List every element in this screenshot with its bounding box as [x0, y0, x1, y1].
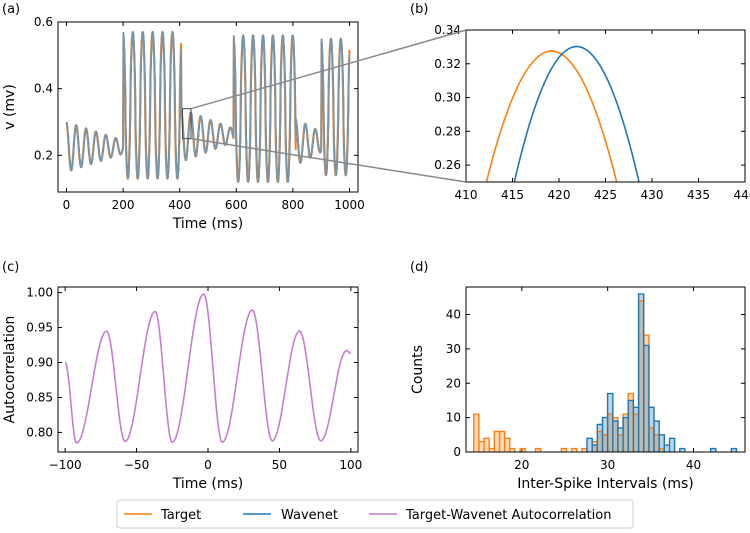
panel-d-wavenet-bar: [587, 438, 592, 452]
panel-b-xtick-label: 415: [501, 188, 524, 202]
panel-d-wavenet-bar: [623, 418, 628, 452]
panel-b-ytick-label: 0.30: [434, 91, 461, 105]
panel-b-xtick-label: 435: [687, 188, 710, 202]
panel-a-xlabel: Time (ms): [172, 216, 244, 232]
panel-d-wavenet-bar: [659, 435, 664, 452]
panel-c-xtick-label: 100: [339, 458, 362, 472]
panel-c-autocorrelation: −100 −50 0 50 100 0.80 0.85 0.90 0.95 1.00 Time (m…: [2, 286, 362, 492]
panel-a-xtick-label: 600: [225, 198, 248, 212]
panel-d-bars: [474, 294, 737, 452]
panel-d-ylabel: Counts: [410, 345, 426, 394]
panel-a-ytick-label: 0.4: [34, 82, 53, 96]
panel-c-xtick-label: 50: [272, 458, 287, 472]
panel-c-ytick-label: 1.00: [26, 286, 53, 300]
legend: Target Wavenet Target-Wavenet Autocorrel…: [117, 500, 633, 528]
panel-b-wavenet-curve: [505, 47, 648, 226]
panel-label-d: (d): [410, 260, 428, 275]
panel-d-wavenet-bar: [608, 394, 613, 452]
panel-c-xtick-label: −100: [49, 458, 82, 472]
legend-wavenet-label: Wavenet: [281, 508, 338, 523]
panel-label-b: (b): [410, 2, 428, 17]
panel-a-frame: [58, 22, 358, 192]
panel-b-xtick-label: 440: [734, 188, 750, 202]
panel-d-ytick-label: 30: [446, 342, 461, 356]
panel-a-wavenet-line: [67, 32, 350, 182]
panel-a-xtick-label: 800: [281, 198, 304, 212]
panel-d-target-bar: [505, 438, 510, 452]
panel-c-ytick-label: 0.95: [26, 321, 53, 335]
panel-c-ytick-label: 0.90: [26, 356, 53, 370]
panel-d-wavenet-bar: [628, 400, 633, 452]
panel-b-xtick-label: 425: [594, 188, 617, 202]
panel-d-wavenet-bar: [649, 407, 654, 452]
panel-d-wavenet-bar: [639, 294, 644, 452]
panel-a-ytick-label: 0.6: [34, 15, 53, 29]
panel-b-frame: [466, 30, 745, 182]
panel-d-isi-histogram: 20 30 40 0 10 20 30 40 Inter-Spike Intervals (ms…: [410, 287, 745, 492]
panel-a-xtick-label: 200: [112, 198, 135, 212]
legend-autocorr-label: Target-Wavenet Autocorrelation: [405, 508, 611, 523]
panel-label-a: (a): [2, 2, 20, 17]
panel-d-target-bar: [494, 431, 499, 452]
panel-d-wavenet-bar: [618, 428, 623, 452]
panel-b-xtick-label: 410: [455, 188, 478, 202]
panel-b-zoom: 4104154204254304354400.260.280.300.320.3…: [434, 23, 750, 225]
panel-c-ylabel: Autocorrelation: [2, 316, 18, 424]
panel-d-ytick-label: 0: [453, 445, 461, 459]
panel-b-ytick-label: 0.28: [434, 124, 461, 138]
panel-a-ytick-label: 0.2: [34, 148, 53, 162]
panel-a-xtick-label: 1000: [334, 198, 365, 212]
panel-b-ytick-label: 0.32: [434, 57, 461, 71]
panel-c-ytick-label: 0.80: [26, 425, 53, 439]
panel-d-wavenet-bar: [654, 421, 659, 452]
panel-d-target-bar: [479, 442, 484, 452]
panel-d-ytick-label: 40: [446, 308, 461, 322]
panel-d-ytick-label: 20: [446, 376, 461, 390]
panel-c-xtick-label: 0: [204, 458, 212, 472]
panel-a-overlap-line: [67, 32, 350, 182]
panel-d-wavenet-bar: [669, 438, 674, 452]
panel-b-xtick-label: 430: [641, 188, 664, 202]
panel-d-xlabel: Inter-Spike Intervals (ms): [517, 476, 694, 492]
panel-c-xtick-label: −50: [124, 458, 149, 472]
panel-d-target-bar: [484, 438, 489, 452]
panel-a-xtick-label: 0: [63, 198, 71, 212]
panel-d-xtick-label: 20: [514, 458, 529, 472]
panel-d-target-bar: [474, 414, 479, 452]
panel-d-wavenet-bar: [597, 425, 602, 453]
legend-target-label: Target: [160, 508, 201, 523]
panel-d-xtick-label: 30: [600, 458, 615, 472]
panel-b-ytick-label: 0.26: [434, 158, 461, 172]
panel-b-xtick-label: 420: [548, 188, 571, 202]
panel-a-xtick-label: 400: [168, 198, 191, 212]
panel-d-wavenet-bar: [592, 445, 597, 452]
panel-a-series: [67, 32, 350, 182]
panel-a-ylabel: v (mv): [2, 84, 18, 130]
panel-c-xlabel: Time (ms): [172, 476, 244, 492]
panel-d-target-bar: [499, 431, 504, 452]
panel-d-wavenet-bar: [644, 345, 649, 452]
panel-c-autocorr-line: [65, 294, 351, 443]
panel-a-target-line: [67, 32, 350, 182]
panel-c-ytick-label: 0.85: [26, 390, 53, 404]
panel-label-c: (c): [2, 260, 19, 275]
panel-a-timeseries: 0 200 400 600 800 1000 0.2 0.4 0.6 Time (ms) v (mv…: [2, 15, 365, 232]
panel-d-wavenet-bar: [613, 421, 618, 452]
panel-d-ytick-label: 10: [446, 411, 461, 425]
panel-d-xtick-label: 40: [686, 458, 701, 472]
panel-d-wavenet-bar: [664, 445, 669, 452]
